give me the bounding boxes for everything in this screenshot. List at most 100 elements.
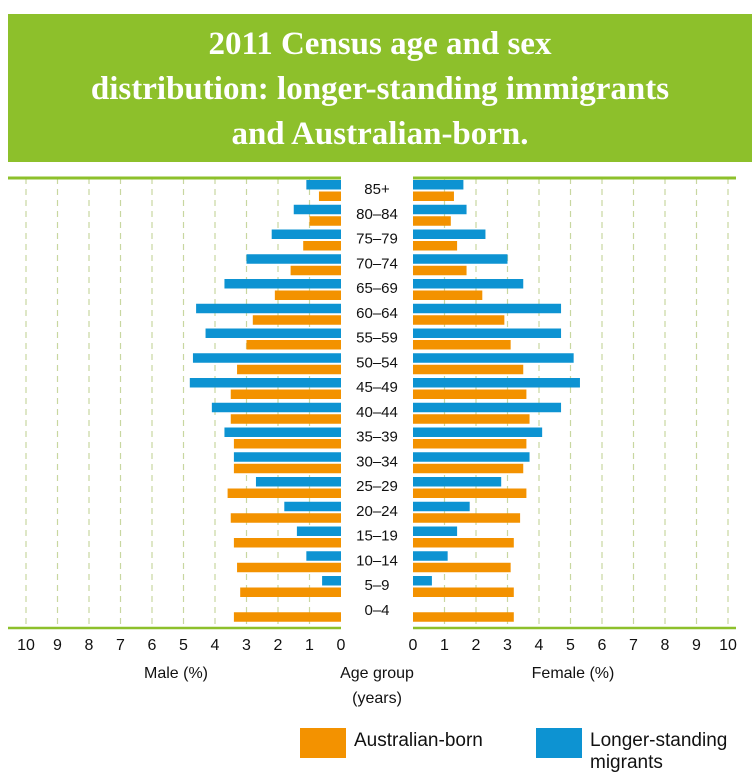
x-tick-label: 6 <box>598 637 607 654</box>
bar-australian-born-male <box>233 612 341 622</box>
bar-australian-born-male <box>309 216 341 226</box>
legend-swatch-longer-standing <box>536 728 582 758</box>
bar-australian-born-female <box>413 191 454 201</box>
age-group-label: 15–19 <box>356 528 398 545</box>
bar-australian-born-female <box>413 290 483 300</box>
bar-longer-standing-male <box>211 402 341 413</box>
bar-longer-standing-female <box>413 353 574 363</box>
bar-longer-standing-female <box>413 303 562 314</box>
bar-longer-standing-female <box>413 204 467 215</box>
legend-label-australian-born: Australian-born <box>354 730 483 751</box>
bar-longer-standing-female <box>413 180 464 190</box>
age-group-label: 25–29 <box>356 478 398 495</box>
bar-australian-born-male <box>318 191 341 201</box>
x-tick-label: 3 <box>242 637 251 654</box>
age-group-axis-label: Age group <box>340 665 414 682</box>
bar-australian-born-female <box>413 315 505 325</box>
legend-label-line-2: migrants <box>590 752 663 773</box>
bar-longer-standing-male <box>246 254 341 264</box>
legend-label-line-1: Longer-standing <box>590 730 728 751</box>
bar-longer-standing-male <box>293 204 341 215</box>
age-group-label: 60–64 <box>356 305 398 322</box>
age-group-label: 65–69 <box>356 280 398 297</box>
bar-australian-born-female <box>413 389 527 399</box>
bar-australian-born-female <box>413 587 514 597</box>
bar-australian-born-male <box>237 562 341 573</box>
bar-longer-standing-female <box>413 378 580 388</box>
bar-australian-born-female <box>413 439 527 449</box>
x-tick-label: 5 <box>566 637 575 654</box>
bar-longer-standing-female <box>413 551 448 561</box>
bar-australian-born-male <box>233 463 341 474</box>
bar-australian-born-male <box>246 340 341 350</box>
bar-longer-standing-female <box>413 477 502 487</box>
bar-australian-born-male <box>230 414 341 424</box>
age-group-label: 5–9 <box>364 577 389 594</box>
legend-swatch-australian-born <box>300 728 346 758</box>
bar-longer-standing-male <box>271 229 341 239</box>
bar-longer-standing-female <box>413 526 458 536</box>
bar-australian-born-female <box>413 463 524 474</box>
bar-australian-born-female <box>413 265 467 276</box>
age-group-axis-unit: (years) <box>352 690 402 707</box>
bar-australian-born-female <box>413 538 514 548</box>
legend-item-longer-standing: Longer-standing migrants <box>536 728 727 774</box>
age-group-label: 85+ <box>364 181 390 198</box>
bar-longer-standing-male <box>322 576 341 586</box>
title-line-2: distribution: longer-standing immigrants <box>90 71 670 107</box>
x-tick-label: 0 <box>409 637 418 654</box>
x-tick-label: 6 <box>148 637 157 654</box>
population-pyramid-chart: 85+80–8475–7970–7465–6960–6455–5950–5445… <box>8 176 737 707</box>
age-group-label: 45–49 <box>356 379 398 396</box>
chart-title: 2011 Census age and sex distribution: lo… <box>8 22 752 157</box>
age-group-label: 20–24 <box>356 503 398 520</box>
x-tick-label: 10 <box>17 637 35 654</box>
age-group-label: 50–54 <box>356 354 398 371</box>
bar-australian-born-male <box>233 538 341 548</box>
age-group-label: 55–59 <box>356 330 398 347</box>
legend-item-australian-born: Australian-born <box>300 728 483 758</box>
x-tick-label: 5 <box>179 637 188 654</box>
bar-longer-standing-male <box>306 551 341 561</box>
bar-australian-born-male <box>303 241 341 251</box>
bar-australian-born-male <box>230 389 341 399</box>
bar-australian-born-female <box>413 216 451 226</box>
x-tick-label: 1 <box>305 637 314 654</box>
bar-longer-standing-male <box>189 378 341 388</box>
age-group-label: 0–4 <box>364 602 389 619</box>
bar-australian-born-male <box>230 513 341 523</box>
x-tick-label: 1 <box>440 637 449 654</box>
x-tick-label: 2 <box>472 637 481 654</box>
title-banner <box>8 14 752 162</box>
age-group-label: 40–44 <box>356 404 398 421</box>
bar-longer-standing-female <box>413 452 530 462</box>
bar-longer-standing-male <box>306 180 341 190</box>
bar-longer-standing-male <box>205 328 341 338</box>
bar-australian-born-male <box>252 315 341 325</box>
title-line-1: 2011 Census age and sex <box>208 26 552 62</box>
x-tick-label: 8 <box>85 637 94 654</box>
bar-australian-born-female <box>413 513 521 523</box>
axis-layer <box>8 176 736 630</box>
bar-australian-born-female <box>413 241 458 251</box>
age-group-label: 80–84 <box>356 206 398 223</box>
bar-australian-born-male <box>237 364 341 375</box>
x-tick-label: 4 <box>535 637 544 654</box>
x-tick-label: 7 <box>116 637 125 654</box>
female-axis-label: Female (%) <box>532 665 615 682</box>
bar-australian-born-male <box>290 265 341 276</box>
bar-australian-born-male <box>240 587 341 597</box>
bar-longer-standing-female <box>413 402 562 413</box>
bar-longer-standing-female <box>413 501 470 512</box>
bar-longer-standing-male <box>224 427 341 437</box>
legend: Australian-born Longer-standing migrants <box>300 728 752 776</box>
x-tick-label: 2 <box>274 637 283 654</box>
label-layer: 85+80–8475–7970–7465–6960–6455–5950–5445… <box>17 181 737 654</box>
bar-australian-born-female <box>413 414 530 424</box>
bar-longer-standing-female <box>413 427 543 437</box>
bar-longer-standing-male <box>224 279 341 289</box>
bar-longer-standing-female <box>413 229 486 239</box>
bar-longer-standing-male <box>196 303 341 314</box>
x-tick-label: 9 <box>692 637 701 654</box>
bar-australian-born-male <box>233 439 341 449</box>
